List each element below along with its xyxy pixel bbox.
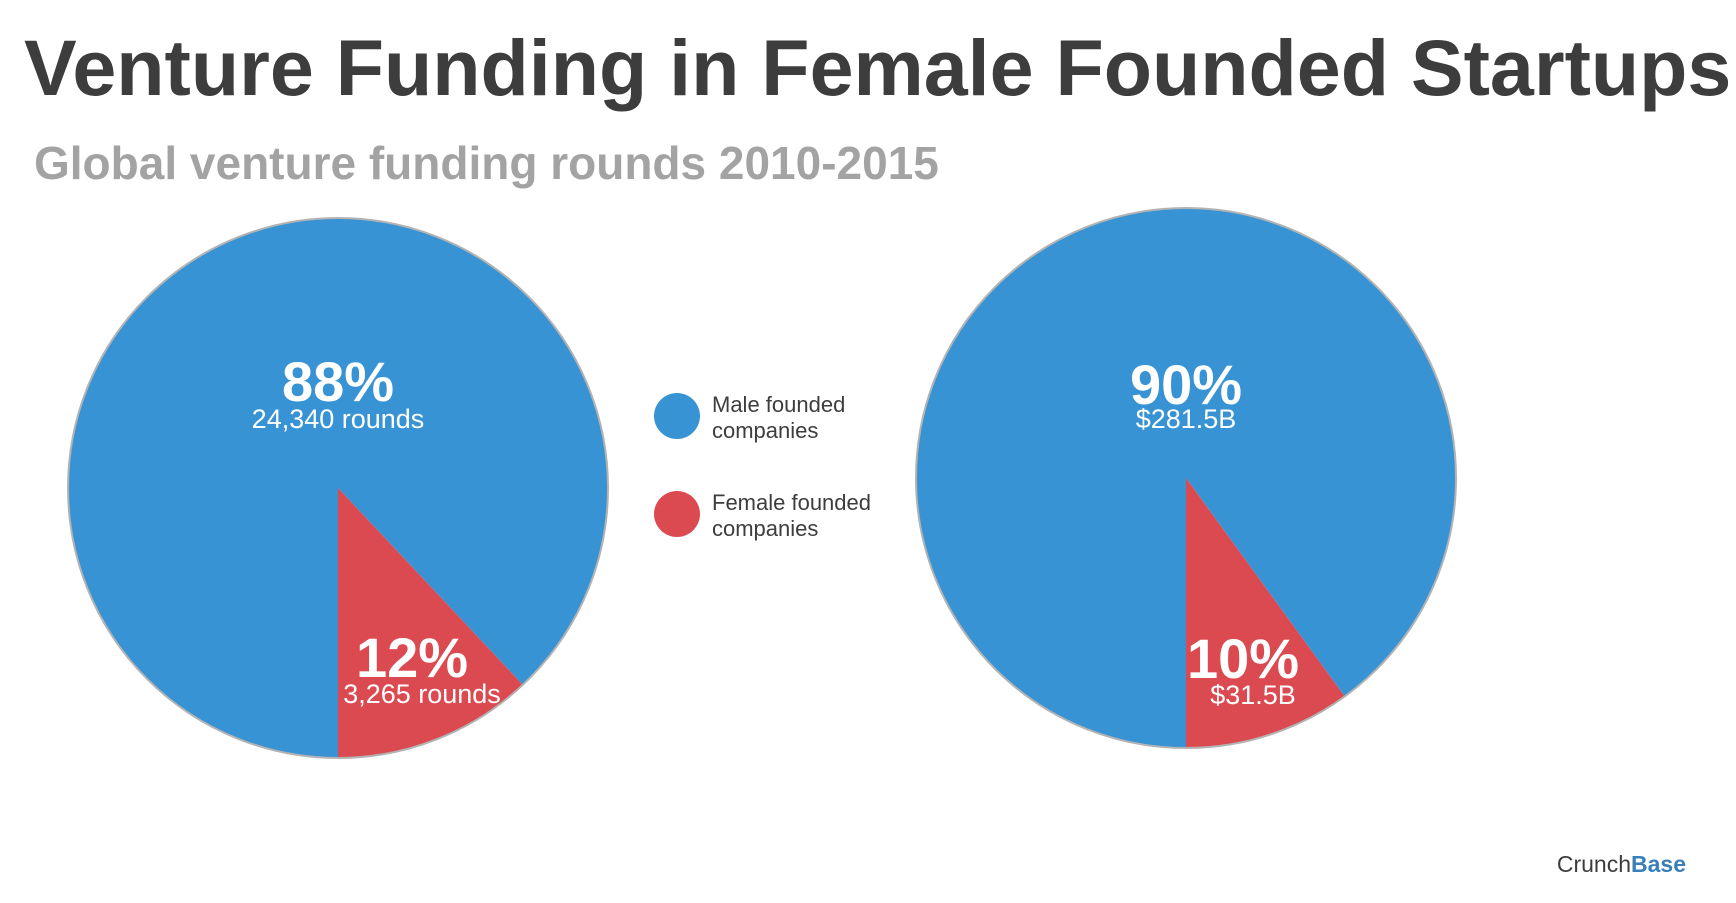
pie-slice-male <box>916 207 1457 748</box>
legend-label-female-line2: companies <box>712 516 818 541</box>
credit-part1: Crunch <box>1556 851 1632 877</box>
chart-subtitle: Global venture funding rounds 2010-2015 <box>34 137 939 189</box>
male-percent-label: 90% <box>1130 353 1242 416</box>
pie-chart-amount: 90%$281.5B 10%$31.5B <box>915 207 1457 749</box>
pie-chart-rounds: 88%24,340 rounds 12%3,265 rounds <box>67 217 609 759</box>
crunchbase-logo: CrunchBase <box>1557 850 1686 878</box>
male-detail-label: $281.5B <box>1136 404 1237 434</box>
pie-slice-female <box>1186 478 1345 748</box>
female-detail-label: $31.5B <box>1210 680 1296 710</box>
credit-part2: Base <box>1631 851 1686 877</box>
legend-swatch-male <box>654 393 700 439</box>
pie-outline <box>915 207 1457 749</box>
pie-slice-female <box>338 488 523 758</box>
pie-outline <box>67 217 609 759</box>
male-detail-label: 24,340 rounds <box>252 404 425 434</box>
legend-label-male-line2: companies <box>712 418 818 443</box>
chart-title: Venture Funding in Female Founded Startu… <box>24 23 1732 112</box>
female-percent-label: 12% <box>356 626 468 689</box>
male-percent-label: 88% <box>282 350 394 413</box>
legend-swatch-female <box>654 491 700 537</box>
legend-label-male-line1: Male founded <box>712 392 845 417</box>
female-percent-label: 10% <box>1187 627 1299 690</box>
female-detail-label: 3,265 rounds <box>343 679 501 709</box>
legend-label-female-line1: Female founded <box>712 490 871 515</box>
